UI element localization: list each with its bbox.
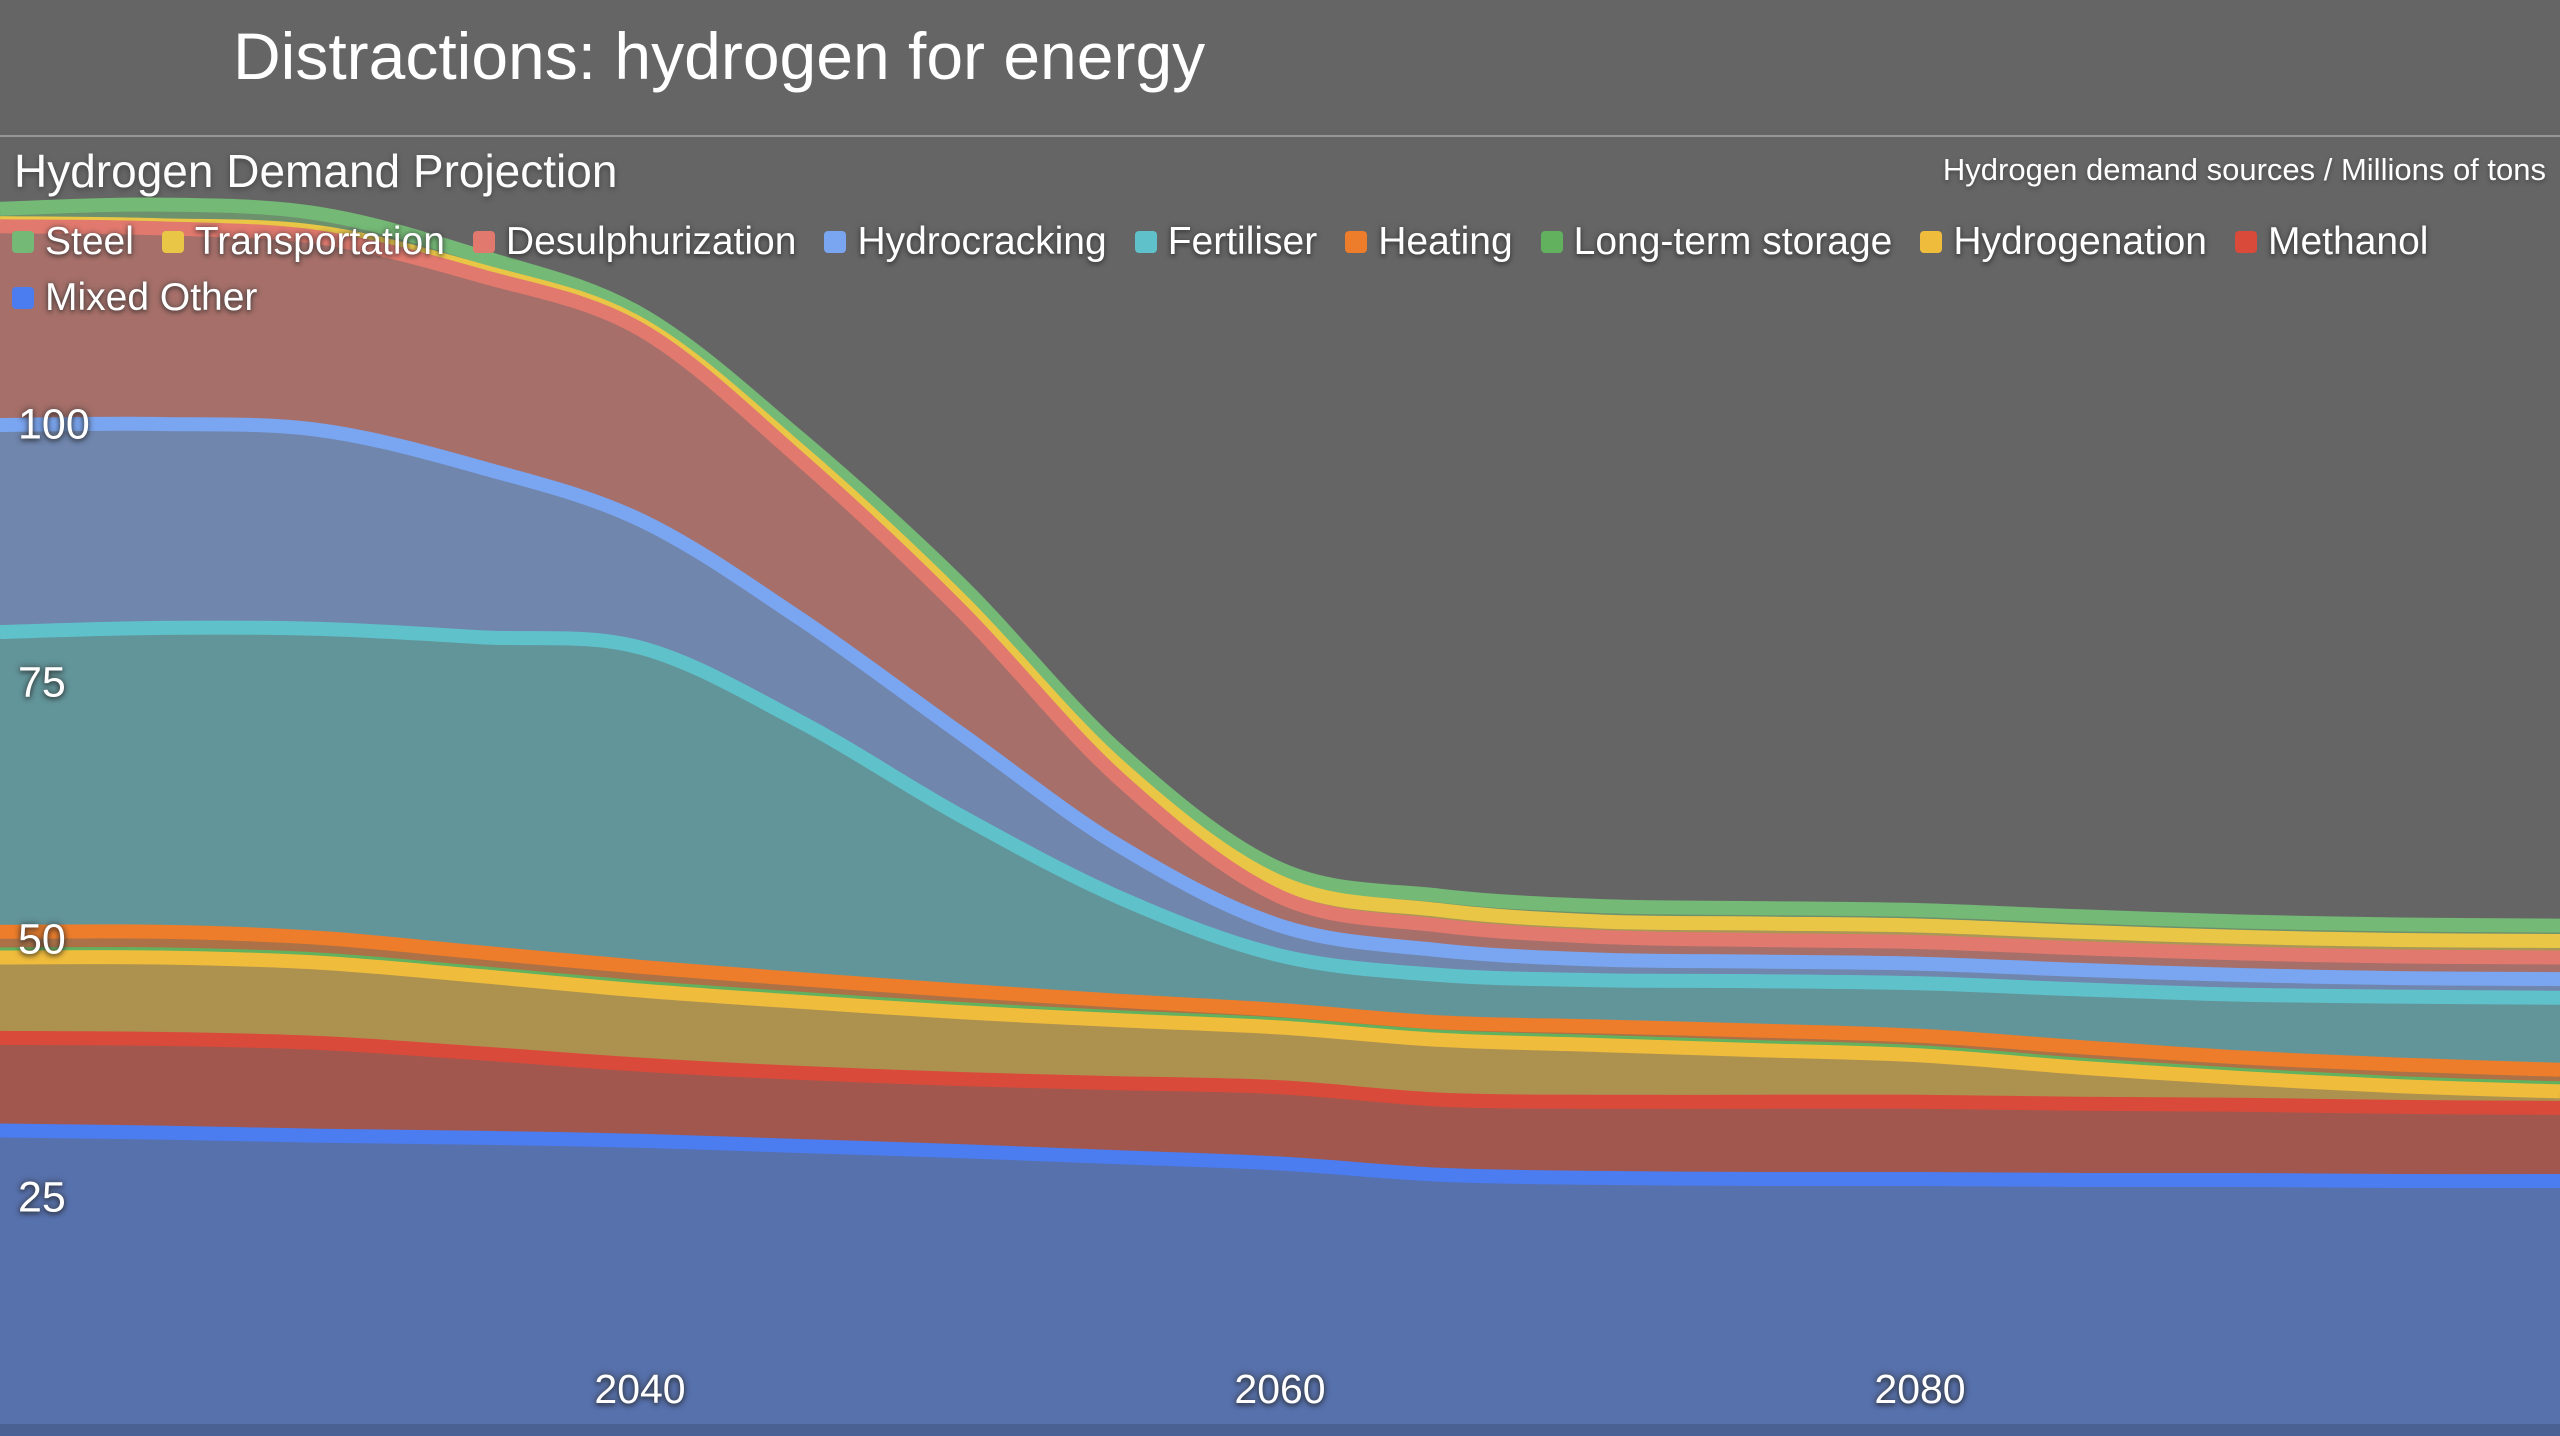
x-axis-tick-label: 2060 xyxy=(1234,1366,1326,1412)
legend-item-steel[interactable]: Steel xyxy=(12,220,134,264)
legend-item-fertiliser[interactable]: Fertiliser xyxy=(1134,220,1318,264)
title-separator xyxy=(0,135,2560,137)
chart-legend: Steel Transportation Desulphurization Hydro… xyxy=(12,220,2552,320)
legend-label: Long-term storage xyxy=(1573,220,1893,263)
heating-swatch-icon xyxy=(1345,231,1368,253)
plot-bottom-edge xyxy=(0,1424,2560,1436)
legend-label: Hydrocracking xyxy=(857,220,1107,263)
area-fill-hydrocracking xyxy=(0,423,2560,998)
legend-item-hydrocracking[interactable]: Hydrocracking xyxy=(824,220,1107,264)
area-fill-methanol xyxy=(0,1037,2560,1182)
series-line-heating xyxy=(0,924,2560,1077)
legend-label: Hydrogenation xyxy=(1953,220,2207,263)
legend-label: Transportation xyxy=(194,220,445,263)
legend-label: Mixed Other xyxy=(45,276,258,319)
series-line-mixed-other xyxy=(0,1123,2560,1189)
legend-item-transportation[interactable]: Transportation xyxy=(161,220,445,264)
legend-item-hydrogenation[interactable]: Hydrogenation xyxy=(1920,220,2207,264)
long-term-storage-swatch-icon xyxy=(1540,231,1563,253)
chart-area xyxy=(0,180,2560,1436)
x-axis-tick-label: 2040 xyxy=(594,1366,686,1412)
fertiliser-swatch-icon xyxy=(1134,231,1157,253)
desulphurization-swatch-icon xyxy=(472,231,495,253)
legend-item-heating[interactable]: Heating xyxy=(1345,220,1513,264)
steel-swatch-icon xyxy=(12,231,34,253)
series-line-methanol xyxy=(0,1030,2560,1115)
series-line-steel xyxy=(0,197,2560,933)
series-line-desulphurization xyxy=(0,219,2560,965)
area-fill-fertiliser xyxy=(0,627,2560,1070)
legend-item-desulphurization[interactable]: Desulphurization xyxy=(472,220,797,264)
legend-item-methanol[interactable]: Methanol xyxy=(2235,220,2428,264)
area-fill-desulphurization xyxy=(0,226,2560,980)
methanol-swatch-icon xyxy=(2235,231,2257,253)
legend-label: Heating xyxy=(1378,220,1513,263)
hydrogenation-swatch-icon xyxy=(1920,231,1943,253)
series-line-hydrogenation xyxy=(0,950,2560,1099)
stacked-area-chart xyxy=(0,197,2560,1436)
legend-label: Steel xyxy=(45,220,134,263)
y-axis-tick-label: 50 xyxy=(18,915,66,964)
area-fill-mixed-other xyxy=(0,1130,2560,1436)
y-axis-tick-label: 25 xyxy=(18,1173,66,1221)
x-axis-tick-label: 2080 xyxy=(1874,1366,1966,1412)
series-line-hydrocracking xyxy=(0,416,2560,987)
legend-item-long-term-storage[interactable]: Long-term storage xyxy=(1540,220,1893,264)
page-title: Distractions: hydrogen for energy xyxy=(233,19,1206,93)
chart-title: Hydrogen Demand Projection xyxy=(14,145,618,197)
transportation-swatch-icon xyxy=(161,231,184,253)
legend-item-mixed-other[interactable]: Mixed Other xyxy=(12,276,257,320)
series-line-fertiliser xyxy=(0,620,2560,1005)
legend-label: Methanol xyxy=(2268,220,2429,263)
y-axis-tick-label: 75 xyxy=(18,658,66,706)
y-axis-tick-label: 100 xyxy=(18,400,90,449)
legend-label: Fertiliser xyxy=(1167,220,1318,263)
mixed-other-swatch-icon xyxy=(12,287,34,309)
hydrocracking-swatch-icon xyxy=(824,231,847,253)
legend-label: Desulphurization xyxy=(505,220,797,263)
axis-unit-label: Hydrogen demand sources / Millions of to… xyxy=(1942,152,2546,187)
